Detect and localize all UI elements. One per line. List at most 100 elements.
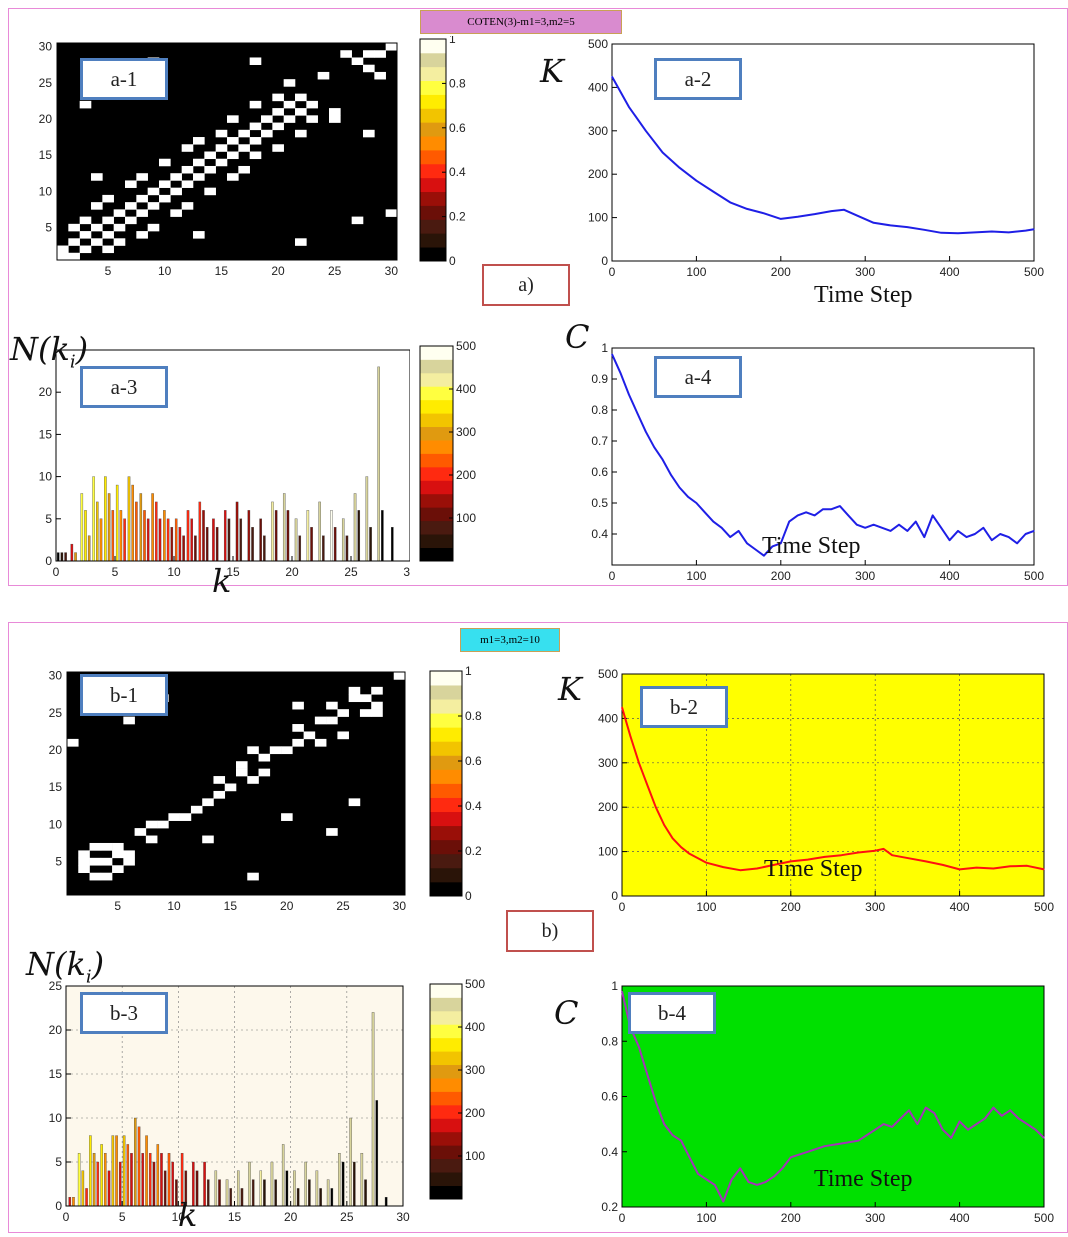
b-4-xtick-label: 200: [781, 1211, 801, 1225]
a-1-cell: [68, 238, 80, 246]
b-4-data-point: [638, 1046, 640, 1048]
b-4-ytick-label: 0.2: [601, 1200, 618, 1214]
b-1-colorbar-label: 0.8: [465, 709, 482, 723]
a-1-cell: [79, 216, 92, 225]
b-3-xtick-label: 10: [172, 1210, 186, 1224]
a-1-colorbar-segment: [420, 136, 446, 151]
a-3-axes-frame: [55, 349, 410, 562]
a-1-cell: [227, 173, 239, 181]
b-4-xtick-label: 100: [696, 1211, 716, 1225]
b-3-colorbar-label: 100: [465, 1149, 485, 1163]
b-4-xtick-label: 0: [619, 1211, 626, 1225]
a-2-ytick-label: 500: [588, 37, 608, 51]
a-1-cell: [363, 50, 375, 58]
a-2-data-point: [662, 151, 664, 154]
b-2-series-line: [621, 707, 1045, 872]
a-3-colorbar-segment: [420, 547, 453, 562]
b-3-axes-frame: [65, 985, 404, 1207]
a-3-colorbar-segment: [420, 453, 453, 468]
b-1-colorbar-label: 0.6: [465, 754, 482, 768]
a-4-data-point: [813, 514, 816, 516]
b-2-xtick-label: 200: [781, 900, 801, 914]
a-4-ytick-label: 0.9: [591, 372, 608, 386]
b-3-bar: [229, 1188, 233, 1207]
b-3-bar: [349, 1117, 352, 1207]
label-a-3: a-3: [80, 366, 168, 408]
b-3-colorbar-segment: [430, 1051, 462, 1066]
b-4-data-point: [967, 1129, 969, 1131]
b-1-cell: [393, 672, 406, 680]
a-3-bar: [139, 493, 143, 562]
b-1-cell: [359, 694, 372, 703]
a-1-cell: [329, 108, 341, 116]
b-3-bar: [134, 1117, 137, 1207]
b-3-bar: [218, 1179, 221, 1207]
a-3-bar: [64, 552, 67, 562]
a-4-ytick-label: 0.8: [591, 403, 608, 417]
a-3-bar: [99, 518, 103, 562]
a-3-xtick-label: 10: [167, 565, 181, 579]
a-1-cell: [125, 202, 137, 210]
a-1-cell: [91, 202, 103, 210]
b-4-data-point: [807, 1151, 809, 1153]
a-1-cell: [170, 187, 182, 196]
b-2-data-point: [1043, 868, 1045, 870]
a-2-data-point: [1008, 231, 1010, 233]
a-1-xtick-label: 10: [158, 264, 172, 278]
a-2-data-point: [906, 226, 908, 228]
a-2-xtick-label: 400: [940, 265, 960, 279]
b-2-ytick-label: 500: [598, 667, 618, 681]
a-1-cell: [204, 165, 216, 174]
a-1-cell: [193, 173, 205, 181]
b-1-colorbar-label: 0.2: [465, 844, 482, 858]
b-3-colorbar-segment: [430, 1024, 462, 1039]
a-1-cell: [125, 216, 137, 225]
a-1-cell: [147, 223, 160, 232]
a-2-data-point: [780, 218, 782, 220]
b-1-cell: [100, 872, 113, 881]
b-2-data-point: [739, 869, 741, 871]
b-4-data-point: [773, 1176, 775, 1178]
a-2-data-point: [957, 232, 959, 234]
a-1-cell: [306, 115, 318, 123]
a-1-cell: [136, 173, 148, 181]
a-2-data-point: [830, 210, 833, 212]
a-3-colorbar-segment: [420, 480, 453, 495]
b-3-bar: [360, 1153, 364, 1207]
a-3-colorbar-segment: [420, 346, 453, 360]
a-1-cell: [283, 79, 296, 87]
a-4-data-point: [839, 505, 841, 507]
b-2-data-point: [874, 850, 876, 852]
b-4-data-point: [840, 1142, 843, 1145]
a-3-colorbar-segment: [420, 520, 453, 535]
b-1-ytick-label: 25: [49, 706, 63, 720]
a-3-bar: [198, 501, 202, 562]
a-2-data-point: [763, 212, 765, 214]
b-1-cell: [247, 872, 259, 881]
a-3-bar: [170, 527, 174, 562]
a-1-cell: [261, 129, 273, 138]
b-4-data-point: [655, 1101, 657, 1103]
b-3-bar: [104, 1153, 107, 1207]
a-3-bar: [146, 518, 150, 562]
b-3-colorbar-segment: [430, 1078, 462, 1092]
b-1-cell: [348, 686, 361, 695]
b-2-data-point: [773, 864, 775, 866]
a-4-data-point: [771, 545, 773, 547]
a-3-bar: [365, 476, 369, 562]
b-1-cell: [258, 753, 271, 762]
a-1-cell: [283, 115, 296, 123]
b-2-data-point: [646, 784, 648, 786]
a-4-ytick-label: 0.5: [591, 496, 608, 510]
y-label-Nk-a: N(ki): [10, 330, 89, 373]
a-2-xtick-label: 0: [609, 265, 616, 279]
b-1-colorbar-segment: [430, 811, 462, 827]
a-3-bar: [333, 527, 337, 562]
a-1-cell: [113, 238, 126, 246]
a-3-xtick-label: 15: [226, 565, 240, 579]
a-3-colorbar-label: 200: [456, 468, 476, 482]
a-1-colorbar-segment: [420, 163, 446, 179]
a-2-ytick-label: 400: [588, 80, 608, 94]
b-2-data-point: [705, 862, 707, 864]
a-2-data-point: [813, 213, 816, 215]
